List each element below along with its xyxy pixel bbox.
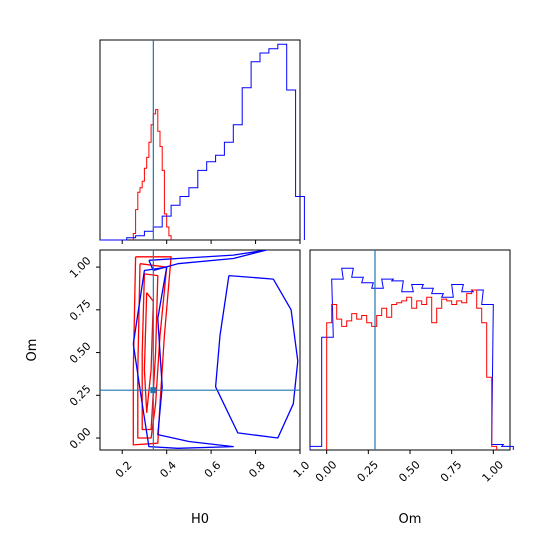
- joint-ytick-label-4: 0.75: [67, 297, 94, 324]
- joint-contours: [132, 250, 299, 449]
- joint-xtick-label-4: 0.8: [246, 459, 268, 481]
- om-marginal-frame: [309, 249, 511, 451]
- h0-axis-label: H0: [191, 512, 209, 527]
- joint-ytick-label-3: 0.50: [67, 340, 94, 367]
- contour-series-2-level-2: [214, 274, 299, 439]
- om-marginal-xtick-label-5: 1.00: [480, 458, 507, 485]
- om-marginal-series-1: [309, 267, 514, 450]
- joint-ytick-label-5: 1.00: [67, 254, 94, 281]
- h0-marginal-series-2: [100, 43, 305, 241]
- contour-series-1-level-3: [141, 273, 159, 431]
- contour-series-2-level-1: [148, 250, 268, 272]
- contour-series-2-level-3: [132, 266, 234, 449]
- joint-xtick-label-2: 0.4: [157, 459, 179, 481]
- h0-marginal-series-1: [132, 109, 172, 240]
- joint-frame: [99, 249, 301, 451]
- om-marginal-xtick-label-4: 0.75: [438, 458, 465, 485]
- joint-xtick-label-1: 0.2: [113, 459, 135, 481]
- om-marginal-xtick-label-1: 0.00: [313, 458, 340, 485]
- joint-xtick-label-3: 0.6: [202, 459, 224, 481]
- om-marginal-xtick-label-3: 0.50: [396, 458, 423, 485]
- joint-ytick-label-1: 0.00: [67, 425, 94, 452]
- om-marginal-xtick-label-2: 0.25: [355, 458, 382, 485]
- om-axis-label: Om: [25, 339, 40, 362]
- h0-om-joint-panel: 0.2 0.4 0.6 0.8 1.0 0.00 0.25 0.50 0.75 1.00: [67, 249, 313, 481]
- joint-truth-marker: [150, 387, 157, 394]
- om-marginal-panel: 0.00 0.25 0.50 0.75 1.00: [309, 249, 514, 485]
- joint-ytick-label-2: 0.25: [67, 382, 94, 409]
- h0-marginal-frame: [99, 39, 301, 241]
- h0-marginal-panel: [99, 39, 305, 244]
- om-marginal-axis-label: Om: [399, 512, 422, 527]
- om-marginal-series-2: [326, 289, 498, 450]
- joint-xtick-label-5: 1.0: [291, 459, 313, 481]
- contour-series-1-level-4: [143, 292, 154, 414]
